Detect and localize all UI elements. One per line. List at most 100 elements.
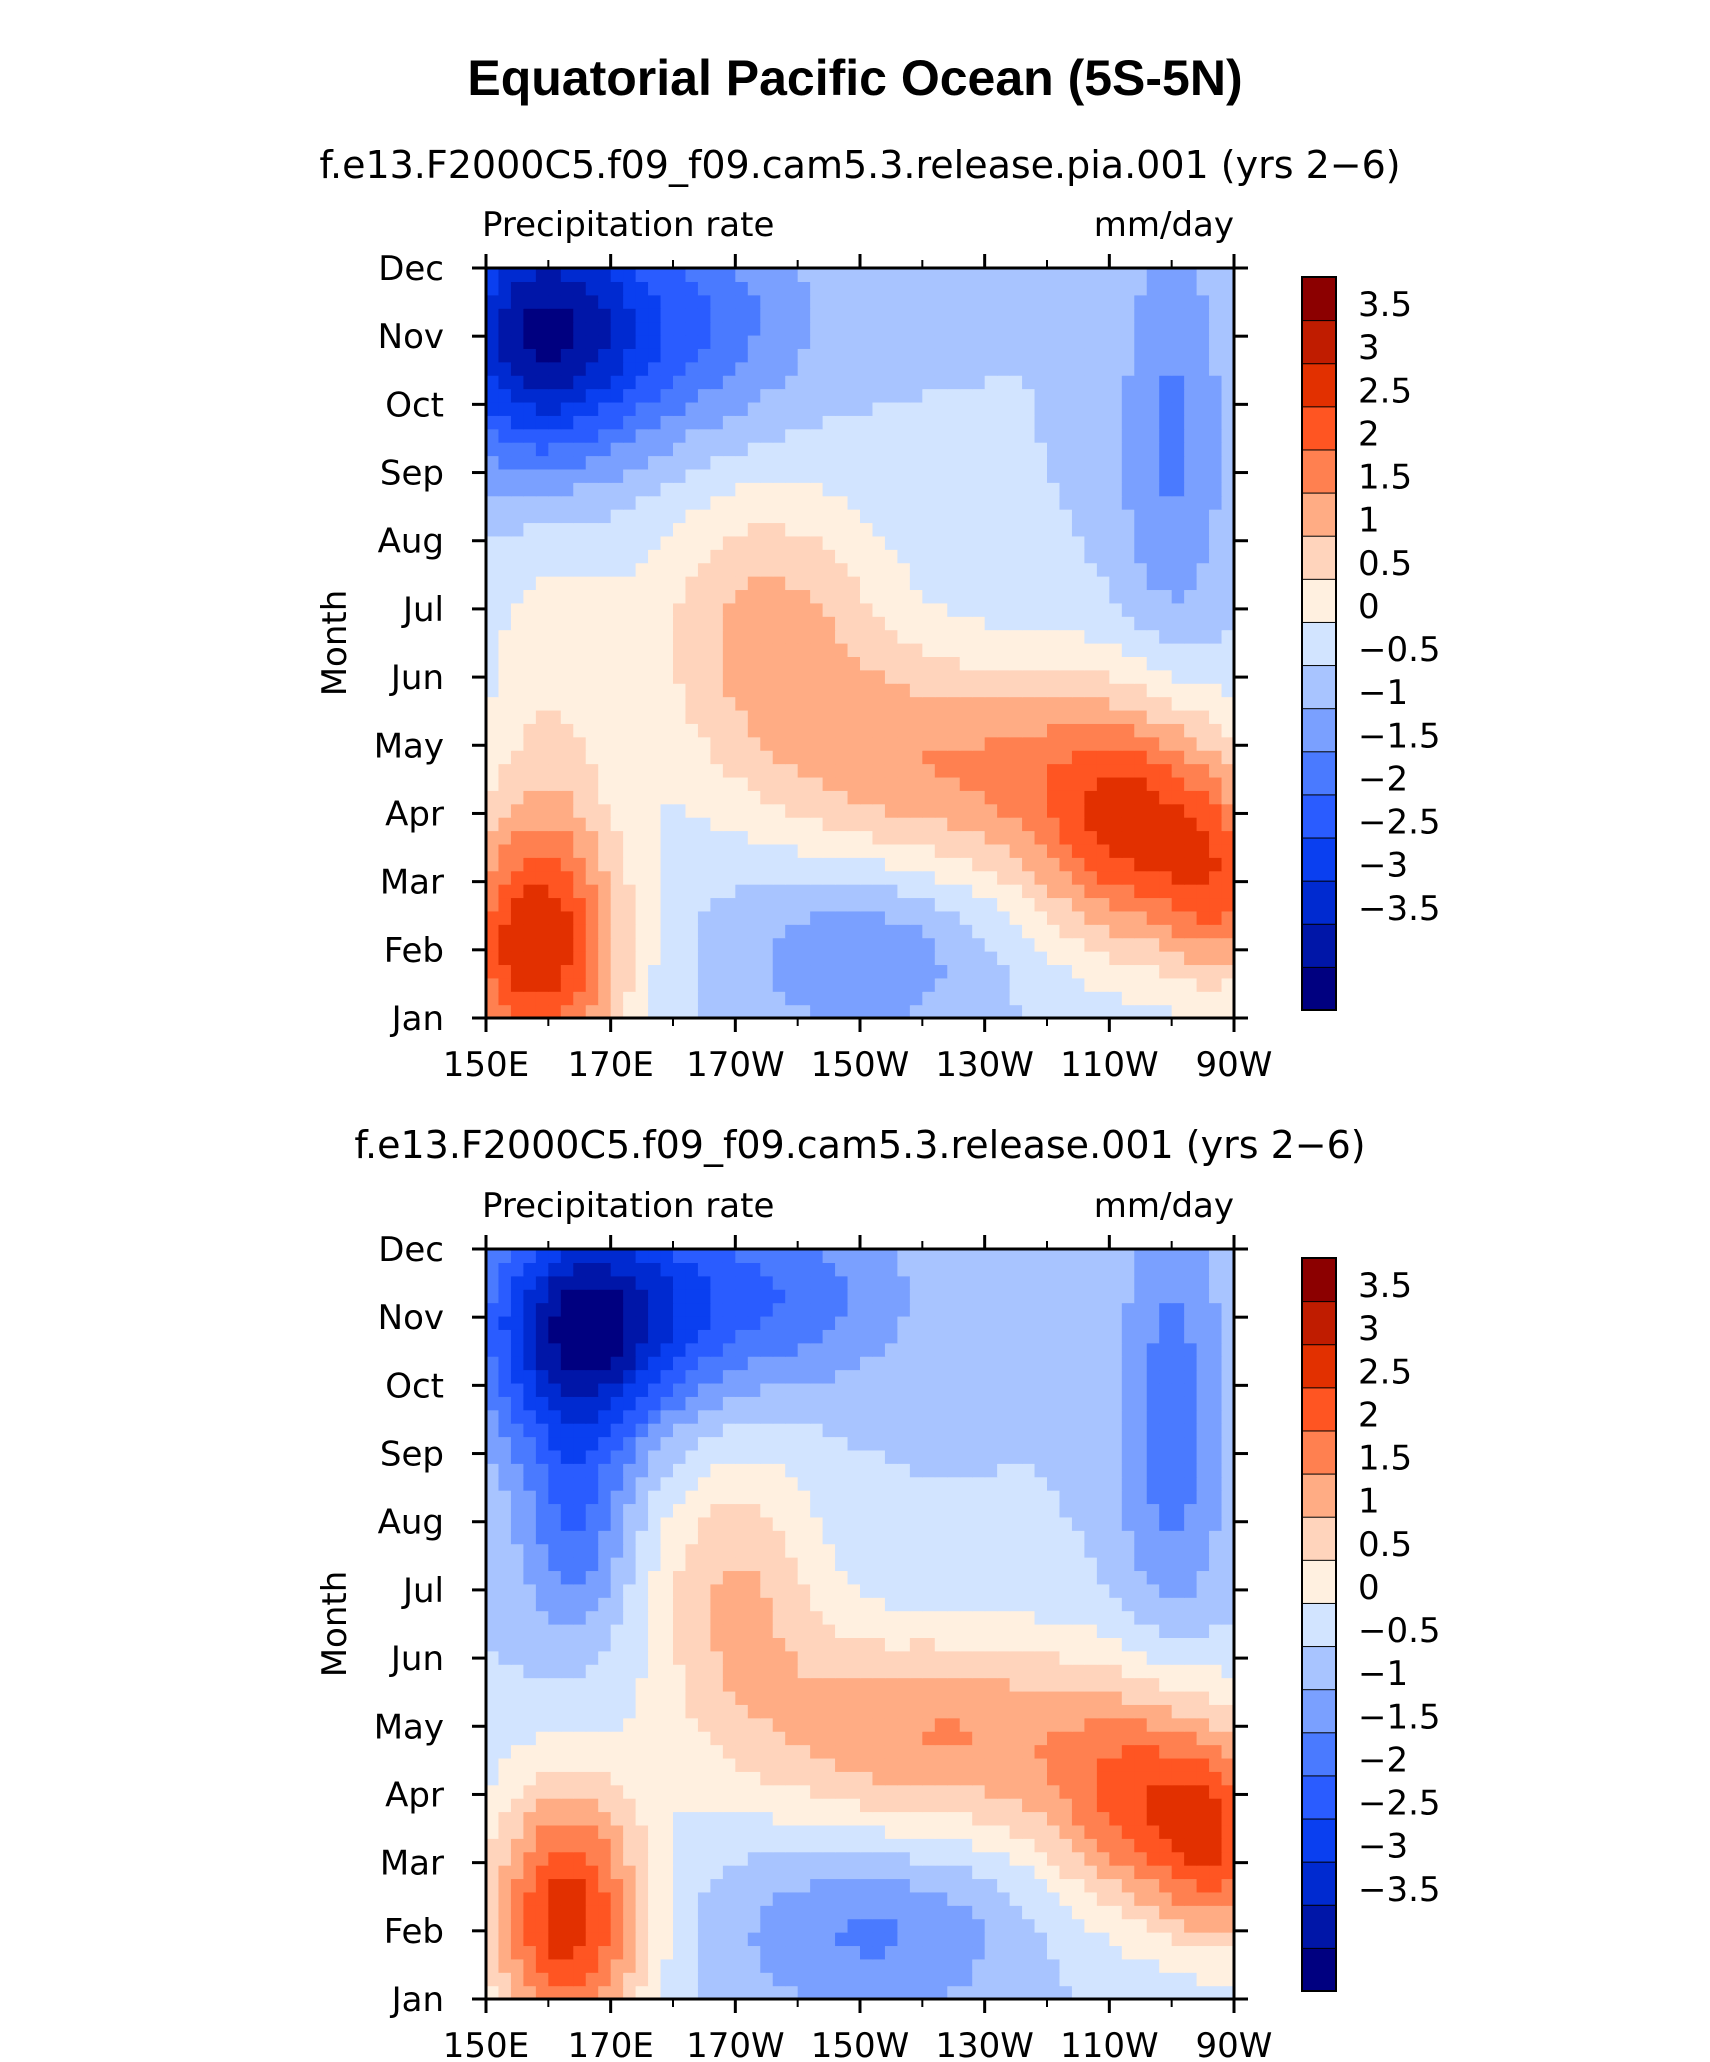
heatmap-cell <box>598 924 612 939</box>
heatmap-cell <box>1084 576 1098 591</box>
heatmap-cell <box>660 1690 674 1705</box>
heatmap-cell <box>710 562 724 577</box>
heatmap-cell <box>1109 884 1123 899</box>
heatmap-cell <box>1171 776 1185 791</box>
heatmap-cell <box>797 268 811 282</box>
heatmap-cell <box>1121 1004 1135 1019</box>
heatmap-cell <box>598 549 612 564</box>
heatmap-cell <box>847 388 861 403</box>
heatmap-cell <box>1196 897 1210 912</box>
heatmap-cell <box>573 1650 587 1665</box>
heatmap-cell <box>909 1757 923 1772</box>
heatmap-cell <box>984 723 998 738</box>
heatmap-cell <box>1071 442 1085 457</box>
heatmap-cell <box>1146 1985 1160 2000</box>
heatmap-cell <box>623 776 637 791</box>
heatmap-cell <box>573 709 587 724</box>
heatmap-cell <box>1047 294 1061 309</box>
heatmap-cell <box>1146 348 1160 363</box>
heatmap-cell <box>598 522 612 537</box>
heatmap-cell <box>673 910 687 925</box>
heatmap-cell <box>1209 1958 1223 1973</box>
heatmap-cell <box>747 884 761 899</box>
heatmap-cell <box>1159 1717 1173 1732</box>
heatmap-cell <box>735 870 749 885</box>
heatmap-cell <box>860 723 874 738</box>
heatmap-cell <box>822 1677 836 1692</box>
heatmap-cell <box>810 857 824 872</box>
heatmap-cell <box>884 964 898 979</box>
heatmap-cell <box>947 549 961 564</box>
heatmap-cell <box>1022 937 1036 952</box>
heatmap-cell <box>1159 1838 1173 1853</box>
heatmap-cell <box>585 803 599 818</box>
heatmap-cell <box>1184 723 1198 738</box>
heatmap-cell <box>897 1824 911 1839</box>
heatmap-cell <box>835 1731 849 1746</box>
heatmap-cell <box>635 401 649 416</box>
heatmap-cell <box>959 1744 973 1759</box>
heatmap-cell <box>1059 884 1073 899</box>
heatmap-cell <box>860 549 874 564</box>
heatmap-cell <box>810 656 824 671</box>
heatmap-cell <box>959 589 973 604</box>
heatmap-cell <box>498 937 512 952</box>
heatmap-cell <box>598 1677 612 1692</box>
heatmap-cell <box>959 428 973 443</box>
heatmap-cell <box>1196 937 1210 952</box>
heatmap-cell <box>1009 1851 1023 1866</box>
heatmap-cell <box>1221 830 1235 845</box>
heatmap-cell <box>897 1798 911 1813</box>
heatmap-cell <box>1171 388 1185 403</box>
heatmap-cell <box>785 924 799 939</box>
heatmap-cell <box>922 1664 936 1679</box>
heatmap-cell <box>810 549 824 564</box>
heatmap-cell <box>722 468 736 483</box>
heatmap-cell <box>972 281 986 296</box>
heatmap-cell <box>1171 361 1185 376</box>
heatmap-cell <box>635 1704 649 1719</box>
heatmap-cell <box>1171 951 1185 966</box>
heatmap-cell <box>1034 1958 1048 1973</box>
heatmap-cell <box>997 669 1011 684</box>
heatmap-cell <box>722 763 736 778</box>
heatmap-cell <box>610 924 624 939</box>
heatmap-cell <box>972 951 986 966</box>
heatmap-cell <box>610 535 624 550</box>
heatmap-cell <box>1184 495 1198 510</box>
heatmap-cell <box>909 576 923 591</box>
heatmap-cell <box>1221 1891 1235 1906</box>
heatmap-cell <box>847 910 861 925</box>
heatmap-cell <box>560 1717 574 1732</box>
heatmap-cell <box>1022 803 1036 818</box>
heatmap-cell <box>1159 897 1173 912</box>
heatmap-cell <box>710 843 724 858</box>
heatmap-cell <box>1084 268 1098 282</box>
heatmap-cell <box>847 790 861 805</box>
heatmap-cell <box>710 1704 724 1719</box>
heatmap-cell <box>847 1717 861 1732</box>
heatmap-cell <box>560 1650 574 1665</box>
colorbar-swatch <box>1301 535 1337 580</box>
heatmap-cell <box>1109 509 1123 524</box>
y-tick-label: Nov <box>378 317 444 357</box>
heatmap-cell <box>797 1945 811 1960</box>
heatmap-cell <box>872 562 886 577</box>
heatmap-cell <box>735 964 749 979</box>
heatmap-cell <box>1146 870 1160 885</box>
heatmap-cell <box>797 723 811 738</box>
heatmap-cell <box>535 910 549 925</box>
heatmap-cell <box>735 723 749 738</box>
heatmap-cell <box>1159 415 1173 430</box>
heatmap-cell <box>897 1744 911 1759</box>
heatmap-cell <box>872 308 886 323</box>
heatmap-cell <box>598 535 612 550</box>
heatmap-cell <box>1071 910 1085 925</box>
heatmap-cell <box>797 857 811 872</box>
heatmap-cell <box>1096 790 1110 805</box>
heatmap-cell <box>860 1704 874 1719</box>
heatmap-cell <box>685 1891 699 1906</box>
heatmap-cell <box>835 1838 849 1853</box>
heatmap-cell <box>810 683 824 698</box>
heatmap-cell <box>772 281 786 296</box>
